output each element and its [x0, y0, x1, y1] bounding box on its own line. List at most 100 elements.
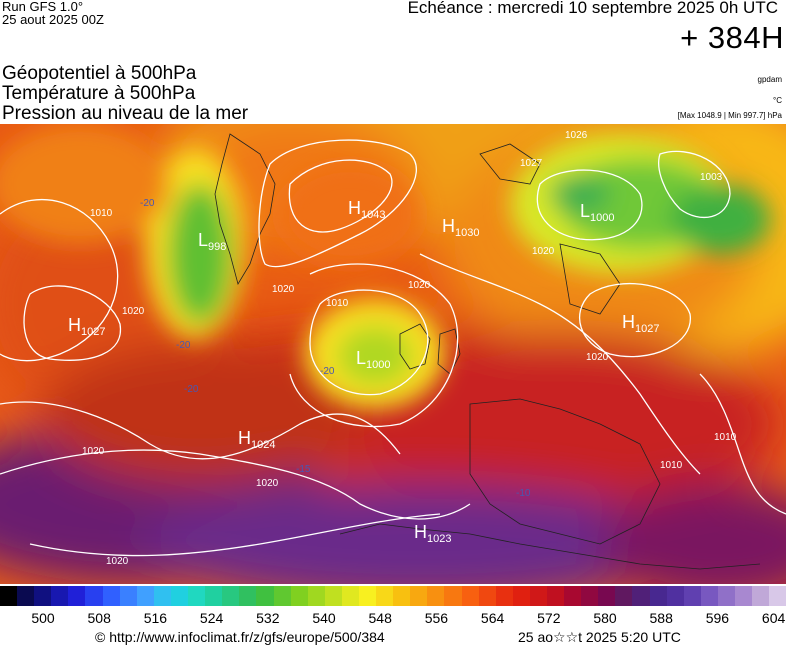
scale-tick-label: 532	[256, 610, 280, 626]
temperature-label: -20	[320, 366, 335, 377]
temperature-labels: -20 -20 -20 -20 -15 -10	[140, 198, 531, 499]
scale-swatch	[205, 586, 223, 606]
pressure-center: H1030	[442, 216, 479, 239]
scale-swatch	[427, 586, 445, 606]
scale-swatch	[512, 586, 530, 606]
scale-swatch	[393, 586, 411, 606]
field-geopotential: Géopotentiel à 500hPa	[2, 63, 197, 84]
isobar-label: 1020	[408, 280, 431, 291]
scale-tick-label: 556	[424, 610, 449, 626]
isobars	[0, 139, 786, 557]
run-date: 25 aout 2025 00Z	[2, 12, 104, 27]
scale-swatch	[376, 586, 394, 606]
scale-swatch	[51, 586, 69, 606]
pressure-center: H1024	[238, 428, 275, 451]
isobar-label: 1003	[700, 172, 723, 183]
isobar-label: 1020	[272, 284, 295, 295]
scale-swatch	[410, 586, 428, 606]
scale-swatch	[769, 586, 786, 606]
trough-shading	[0, 124, 770, 409]
scale-swatch	[324, 586, 342, 606]
scale-tick-label: 580	[593, 610, 617, 626]
scale-swatch	[581, 586, 599, 606]
pressure-center: L1000	[580, 201, 615, 224]
scale-swatch	[17, 586, 35, 606]
scale-swatch	[478, 586, 496, 606]
temperature-label: -10	[516, 488, 531, 499]
isobar-labels: 1010 1020 1010 1020 1020 1020 1020 1020 …	[82, 130, 737, 567]
generation-date: 25 ao☆☆t 2025 5:20 UTC	[518, 629, 681, 645]
scale-swatch	[222, 586, 240, 606]
scale-swatch	[547, 586, 565, 606]
isobar-label: 1020	[106, 556, 129, 567]
isobar-label: 1020	[532, 246, 555, 257]
unit-temperature: °C	[773, 96, 782, 105]
temperature-label: -20	[184, 384, 199, 395]
pressure-range: [Max 1048.9 | Min 997.7] hPa	[677, 111, 782, 120]
scale-swatch	[256, 586, 274, 606]
scale-tick-label: 516	[143, 610, 168, 626]
scale-swatch	[34, 586, 52, 606]
color-scale-bar	[0, 586, 786, 606]
scale-swatch	[615, 586, 633, 606]
isobar-label: 1020	[586, 352, 609, 363]
isobar-label: 1026	[565, 130, 588, 141]
pressure-center: H1023	[414, 522, 451, 545]
scale-swatch	[188, 586, 206, 606]
scale-tick-label: 572	[537, 610, 561, 626]
isobar-label: 1020	[82, 446, 105, 457]
scale-swatch	[0, 586, 18, 606]
pressure-center: L998	[198, 230, 226, 253]
scale-tick-label: 508	[87, 610, 111, 626]
scale-tick-label: 564	[480, 610, 505, 626]
isobar-label: 1020	[122, 306, 145, 317]
scale-swatch	[632, 586, 650, 606]
isobar-label: 1027	[520, 158, 543, 169]
pressure-centers: H1043 H1030 L1000 L998 H1027 L1000 H1027…	[68, 198, 659, 545]
scale-swatch	[666, 586, 684, 606]
source-credit: © http://www.infoclimat.fr/z/gfs/europe/…	[95, 629, 385, 645]
pressure-center: L1000	[356, 348, 391, 371]
scale-swatch	[717, 586, 736, 606]
temperature-label: -20	[140, 198, 155, 209]
scale-swatch	[495, 586, 513, 606]
scale-swatch	[598, 586, 616, 606]
scale-tick-label: 596	[705, 610, 730, 626]
scale-swatch	[119, 586, 137, 606]
weather-map: H1043 H1030 L1000 L998 H1027 L1000 H1027…	[0, 124, 786, 584]
scale-swatch	[700, 586, 718, 606]
field-pressure: Pression au niveau de la mer	[2, 103, 249, 124]
scale-swatch	[752, 586, 770, 606]
scale-swatch	[170, 586, 189, 606]
scale-swatch	[307, 586, 325, 606]
unit-geopotential: gpdam	[757, 75, 782, 84]
pressure-center: H1043	[348, 198, 385, 221]
scale-swatch	[683, 586, 701, 606]
scale-tick-label: 588	[649, 610, 673, 626]
pressure-center: H1027	[68, 315, 105, 338]
scale-swatch	[102, 586, 120, 606]
temperature-label: -20	[176, 340, 191, 351]
coastlines	[214, 133, 761, 570]
scale-tick-label: 540	[312, 610, 336, 626]
run-title: Run GFS 1.0°	[2, 0, 84, 14]
forecast-valid-time: Echéance : mercredi 10 septembre 2025 0h…	[407, 0, 778, 17]
scale-tick-label: 548	[368, 610, 392, 626]
scale-swatch	[136, 586, 154, 606]
scale-swatch	[85, 586, 103, 606]
isobar-label: 1010	[326, 298, 349, 309]
scale-swatch	[341, 586, 359, 606]
scale-tick-label: 524	[199, 610, 224, 626]
pressure-center: H1027	[622, 312, 659, 335]
isobar-label: 1010	[90, 208, 113, 219]
scale-tick-label: 604	[761, 610, 786, 626]
scale-swatch	[564, 586, 582, 606]
scale-swatch	[444, 586, 462, 606]
scale-swatch	[273, 586, 291, 606]
temperature-label: -15	[296, 464, 311, 475]
isobar-label: 1010	[660, 460, 683, 471]
scale-swatch	[529, 586, 547, 606]
scale-swatch	[68, 586, 86, 606]
scale-swatch	[239, 586, 257, 606]
scale-swatch	[649, 586, 667, 606]
